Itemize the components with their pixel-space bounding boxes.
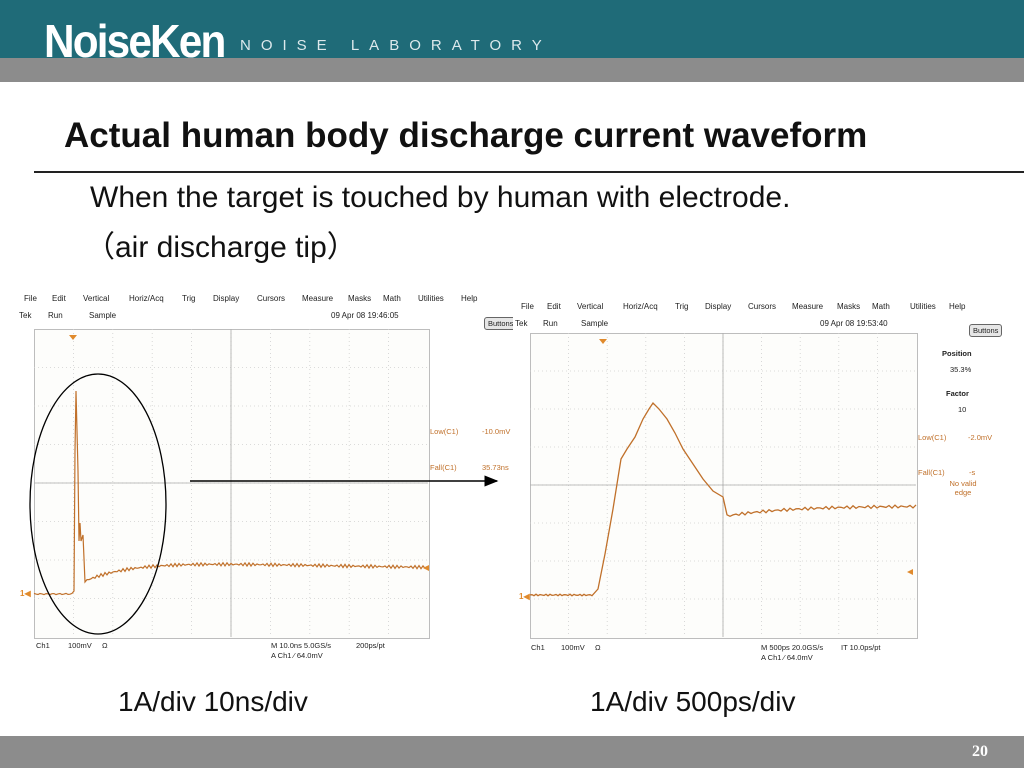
- menu-display[interactable]: Display: [705, 302, 732, 311]
- menu-help[interactable]: Help: [461, 294, 478, 303]
- ground-marker: 1◀: [20, 589, 31, 598]
- acq-mode: Sample: [89, 311, 117, 320]
- subtitle-line-1: When the target is touched by human with…: [90, 181, 791, 214]
- footer-bar: 20: [0, 736, 1024, 768]
- buttons-button[interactable]: Buttons: [484, 317, 518, 330]
- company-logo: NoiseKen: [44, 15, 226, 67]
- menu-utilities[interactable]: Utilities: [910, 302, 936, 311]
- menu-utilities[interactable]: Utilities: [418, 294, 444, 303]
- menu-horiz-acq[interactable]: Horiz/Acq: [129, 294, 164, 303]
- menu-horiz-acq[interactable]: Horiz/Acq: [623, 302, 658, 311]
- menu-trig[interactable]: Trig: [675, 302, 689, 311]
- meas-fall-note: No valid edge: [949, 479, 977, 497]
- trigger-position-marker: [69, 335, 77, 340]
- meas-fall-value: -s: [969, 468, 976, 477]
- meas-low-value: -2.0mV: [968, 433, 993, 442]
- brand-label: Tek: [515, 319, 528, 328]
- meas-fall-label: Fall(C1): [918, 468, 945, 477]
- position-label: Position: [942, 349, 972, 358]
- slide-title: Actual human body discharge current wave…: [64, 116, 868, 155]
- ground-marker: 1◀: [519, 592, 530, 601]
- meas-fall-value: 35.73ns: [482, 463, 509, 472]
- subtitle-line-2: （air discharge tip）: [85, 231, 357, 264]
- header-strip: [0, 58, 1024, 82]
- menu-file[interactable]: File: [24, 294, 37, 303]
- factor-label: Factor: [946, 389, 969, 398]
- menu-masks[interactable]: Masks: [348, 294, 372, 303]
- menu-measure[interactable]: Measure: [792, 302, 824, 311]
- menu-vertical[interactable]: Vertical: [83, 294, 110, 303]
- menu-edit[interactable]: Edit: [547, 302, 561, 311]
- channel-coupling: Ω: [595, 643, 601, 652]
- page-number: 20: [972, 743, 988, 760]
- meas-low-label: Low(C1): [918, 433, 947, 442]
- scope-screenshot-right: File Edit Vertical Horiz/Acq Trig Displa…: [513, 299, 1024, 669]
- graticule: [530, 333, 918, 639]
- trigger-level-marker: [907, 569, 913, 575]
- channel-label[interactable]: Ch1: [531, 643, 545, 652]
- channel-coupling: Ω: [102, 641, 108, 650]
- points-resolution: IT 10.0ps/pt: [841, 643, 881, 652]
- caption-right: 1A/div 500ps/div: [590, 686, 796, 717]
- menu-trig[interactable]: Trig: [182, 294, 196, 303]
- menu-masks[interactable]: Masks: [837, 302, 861, 311]
- meas-low-value: -10.0mV: [482, 427, 511, 436]
- trigger-level-marker: [423, 565, 429, 571]
- waveform-trace: [529, 401, 917, 597]
- meas-low-label: Low(C1): [430, 427, 459, 436]
- buttons-button[interactable]: Buttons: [969, 324, 1003, 337]
- header-bar: NoiseKen NOISE LABORATORY: [0, 0, 1024, 64]
- factor-value[interactable]: 10: [958, 405, 967, 414]
- menu-math[interactable]: Math: [383, 294, 401, 303]
- horizontal-settings[interactable]: M 10.0ns 5.0GS/s: [271, 641, 332, 650]
- run-status[interactable]: Run: [48, 311, 63, 320]
- title-divider: [34, 171, 1024, 173]
- trigger-settings[interactable]: A Ch1 ⁄ 64.0mV: [761, 653, 813, 662]
- menu-cursors[interactable]: Cursors: [748, 302, 777, 311]
- scope-menubar: File Edit Vertical Horiz/Acq Trig Displa…: [513, 299, 1024, 314]
- trigger-position-marker: [599, 339, 607, 344]
- brand-label: Tek: [19, 311, 32, 320]
- meas-fall-label: Fall(C1): [430, 463, 457, 472]
- menu-file[interactable]: File: [521, 302, 534, 311]
- timestamp: 09 Apr 08 19:46:05: [331, 311, 399, 320]
- scope-plot-left: 1◀: [20, 329, 429, 637]
- trigger-settings[interactable]: A Ch1 ⁄ 64.0mV: [271, 651, 323, 660]
- channel-scale[interactable]: 100mV: [561, 643, 585, 652]
- menu-help[interactable]: Help: [949, 302, 966, 311]
- menu-math[interactable]: Math: [872, 302, 890, 311]
- scope-plot-right: 1◀: [519, 333, 917, 637]
- channel-label[interactable]: Ch1: [36, 641, 50, 650]
- logo-tagline: NOISE LABORATORY: [240, 37, 552, 54]
- run-status[interactable]: Run: [543, 319, 558, 328]
- waveform-trace: [33, 390, 428, 596]
- menu-measure[interactable]: Measure: [302, 294, 334, 303]
- timestamp: 09 Apr 08 19:53:40: [820, 319, 888, 328]
- menu-display[interactable]: Display: [213, 294, 240, 303]
- acq-mode: Sample: [581, 319, 609, 328]
- menu-edit[interactable]: Edit: [52, 294, 66, 303]
- scope-menubar: File Edit Vertical Horiz/Acq Trig Displa…: [17, 291, 521, 306]
- horizontal-settings[interactable]: M 500ps 20.0GS/s: [761, 643, 824, 652]
- channel-scale[interactable]: 100mV: [68, 641, 92, 650]
- menu-vertical[interactable]: Vertical: [577, 302, 604, 311]
- caption-left: 1A/div 10ns/div: [118, 686, 308, 717]
- points-resolution: 200ps/pt: [356, 641, 385, 650]
- menu-cursors[interactable]: Cursors: [257, 294, 286, 303]
- scope-screenshot-left: File Edit Vertical Horiz/Acq Trig Displa…: [17, 291, 521, 667]
- position-value[interactable]: 35.3%: [950, 365, 972, 374]
